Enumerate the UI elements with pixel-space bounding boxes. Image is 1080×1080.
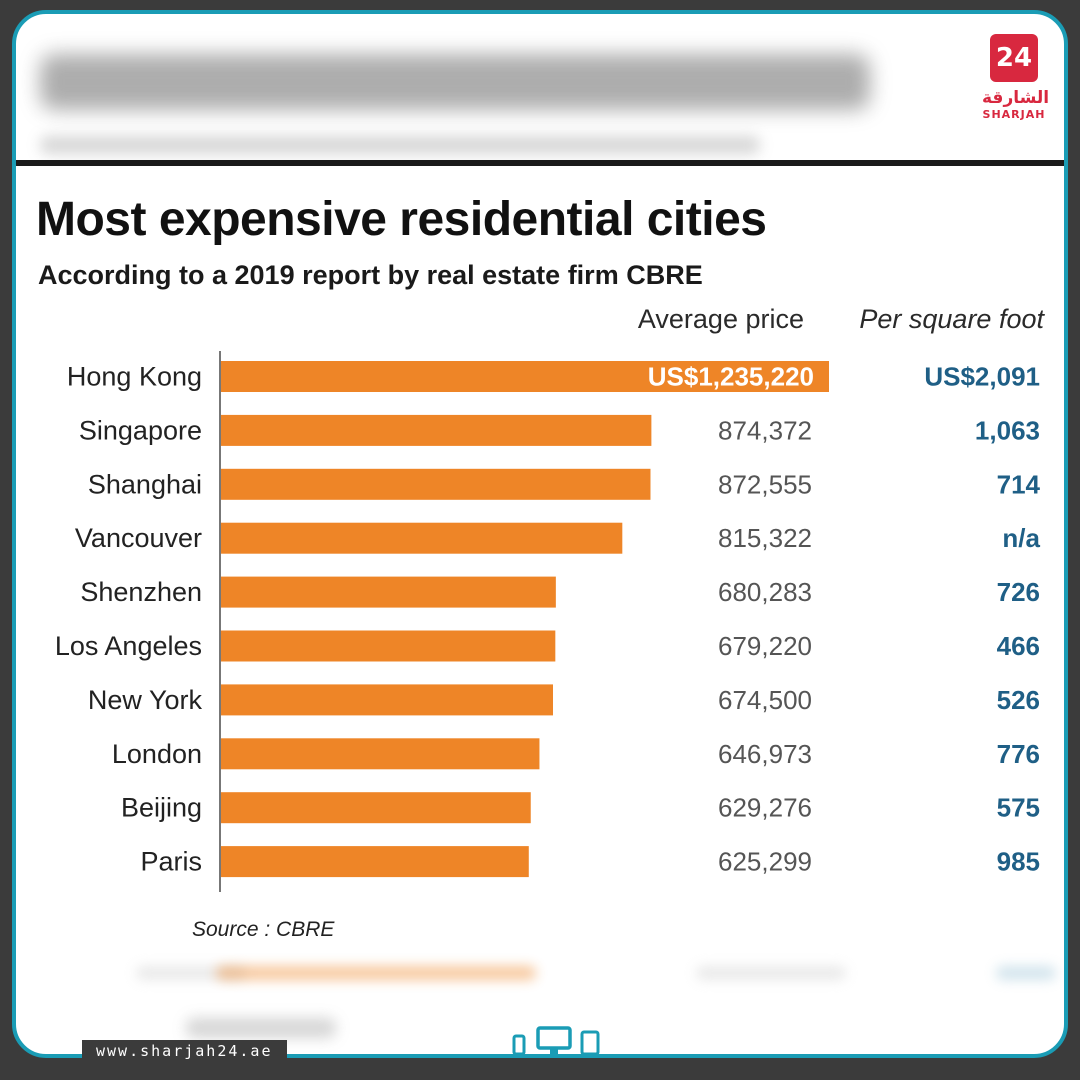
bar <box>221 468 651 500</box>
chart-title: Most expensive residential cities <box>36 193 767 246</box>
category-label: Paris <box>140 847 202 877</box>
header-divider <box>16 160 1064 166</box>
faded-bottom-element <box>136 966 246 980</box>
blurred-subtitle-placeholder <box>40 136 760 154</box>
category-label: Singapore <box>79 415 202 445</box>
category-label: Beijing <box>121 793 202 823</box>
per-square-foot-label: 726 <box>997 577 1040 607</box>
source-note: Source : CBRE <box>192 918 335 941</box>
bar <box>221 684 554 716</box>
category-label: Los Angeles <box>55 631 202 661</box>
infographic-card: 24 الشارقة SHARJAH Most expensive reside… <box>12 10 1068 1058</box>
bar <box>221 414 652 446</box>
data-label: 872,555 <box>718 469 812 499</box>
per-square-foot-label: 714 <box>997 469 1041 499</box>
chart-subtitle: According to a 2019 report by real estat… <box>38 260 703 290</box>
category-label: Shenzhen <box>80 577 202 607</box>
column-header-per-square-foot: Per square foot <box>859 304 1044 334</box>
category-label: London <box>112 739 202 769</box>
bar-chart: Hong Kong US$1,235,220 US$2,091 Singapore 87… <box>55 351 1041 892</box>
per-square-foot-label: n/a <box>1002 523 1040 553</box>
website-url[interactable]: www.sharjah24.ae <box>82 1040 287 1062</box>
data-label: 674,500 <box>718 685 812 715</box>
logo-arabic-name: الشارقة <box>982 88 1050 108</box>
blurred-title-placeholder <box>40 54 870 110</box>
per-square-foot-label: US$2,091 <box>924 362 1040 392</box>
faded-bottom-element <box>996 966 1056 980</box>
data-label: 629,276 <box>718 793 812 823</box>
data-label: US$1,235,220 <box>648 362 814 392</box>
data-label: 815,322 <box>718 523 812 553</box>
per-square-foot-label: 526 <box>997 685 1040 715</box>
category-label: Hong Kong <box>67 362 202 392</box>
category-label: New York <box>88 685 203 715</box>
bar <box>221 522 623 554</box>
per-square-foot-label: 466 <box>997 631 1040 661</box>
category-label: Shanghai <box>88 469 202 499</box>
bar <box>221 738 540 770</box>
devices-icon <box>512 1026 600 1054</box>
data-label: 679,220 <box>718 631 812 661</box>
blurred-footer-placeholder <box>186 1018 336 1038</box>
per-square-foot-label: 575 <box>997 793 1040 823</box>
faded-bottom-bar <box>216 966 536 980</box>
logo-badge: 24 <box>990 34 1038 82</box>
bar <box>221 576 556 608</box>
per-square-foot-label: 985 <box>997 847 1040 877</box>
per-square-foot-label: 776 <box>997 739 1040 769</box>
column-header-average-price: Average price <box>637 304 804 334</box>
sharjah24-logo: 24 الشارقة SHARJAH <box>982 34 1050 122</box>
bar <box>221 846 529 878</box>
logo-english-name: SHARJAH <box>982 108 1046 121</box>
faded-bottom-element <box>696 966 846 980</box>
category-label: Vancouver <box>75 523 202 553</box>
bar <box>221 792 531 824</box>
blurred-header <box>16 14 1064 164</box>
bar <box>221 361 829 392</box>
per-square-foot-label: 1,063 <box>975 415 1040 445</box>
data-label: 874,372 <box>718 415 812 445</box>
data-label: 646,973 <box>718 739 812 769</box>
bar <box>221 630 556 662</box>
data-label: 680,283 <box>718 577 812 607</box>
data-label: 625,299 <box>718 847 812 877</box>
